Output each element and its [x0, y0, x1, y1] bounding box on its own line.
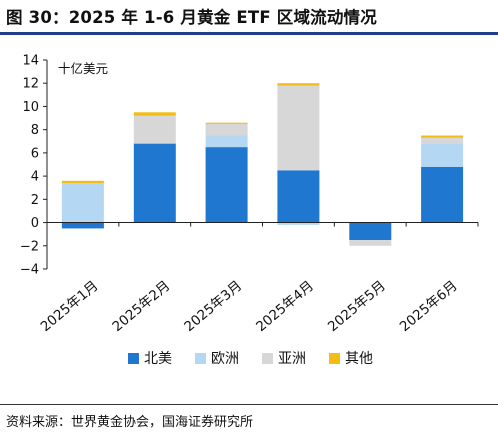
x-axis: 2025年1月 2025年2月 2025年3月 2025年4月 2025年5月 2025年… [38, 222, 479, 335]
bar-segment [277, 222, 320, 225]
legend-label: 北美 [144, 351, 172, 367]
y-tick-label: 12 [22, 77, 39, 92]
source-note: 资料来源：世界黄金协会，国海证券研究所 [6, 415, 254, 430]
title-rule [0, 32, 498, 35]
legend-label: 其他 [345, 351, 373, 367]
x-category-label: 2025年3月 [181, 278, 245, 335]
legend: 北美 欧洲 亚洲 其他 [128, 351, 373, 367]
x-category-label: 2025年6月 [397, 278, 461, 335]
bar-segment [61, 180, 104, 184]
legend-swatch [329, 353, 340, 364]
y-tick-label: 2 [31, 193, 39, 208]
bar-segment [133, 143, 176, 223]
x-category-label: 2025年4月 [253, 278, 317, 335]
x-category-label: 2025年1月 [38, 278, 102, 335]
legend-swatch [195, 353, 206, 364]
bar-segment [205, 135, 248, 148]
source-rule [0, 404, 498, 405]
y-tick-label: 8 [31, 123, 39, 138]
legend-label: 亚洲 [278, 351, 306, 367]
bar-segment [277, 83, 320, 86]
y-tick-label: −2 [20, 239, 39, 254]
bar-segment [421, 135, 464, 138]
bar-segment [421, 143, 464, 167]
plot-area [61, 83, 464, 246]
bar-segment [133, 115, 176, 144]
legend-label: 欧洲 [211, 351, 239, 367]
y-tick-label: 14 [22, 54, 39, 69]
bar-segment [205, 123, 248, 136]
bar-segment [277, 170, 320, 223]
bar-segment [205, 122, 248, 124]
y-tick-label: 6 [31, 146, 39, 161]
bar-segment [61, 222, 104, 229]
x-category-label: 2025年5月 [325, 278, 389, 335]
y-tick-label: 10 [22, 100, 39, 115]
unit-label: 十亿美元 [58, 61, 108, 76]
figure-title: 图 30：2025 年 1-6 月黄金 ETF 区域流动情况 [6, 8, 377, 27]
x-category-label: 2025年2月 [109, 278, 173, 335]
bar-segment [421, 137, 464, 144]
y-tick-label: −4 [20, 263, 39, 278]
legend-swatch [262, 353, 273, 364]
bar-segment [277, 85, 320, 171]
bar-segment [205, 147, 248, 223]
bar-segment [421, 166, 464, 223]
legend-swatch [128, 353, 139, 364]
y-tick-label: 0 [31, 216, 39, 231]
y-axis: −4 −2 0 2 4 6 8 10 12 14 [20, 54, 48, 278]
y-tick-label: 4 [31, 170, 39, 185]
bar-segment [133, 112, 176, 116]
bar-segment [349, 240, 392, 246]
bar-segment [61, 183, 104, 223]
bar-segment [349, 222, 392, 240]
